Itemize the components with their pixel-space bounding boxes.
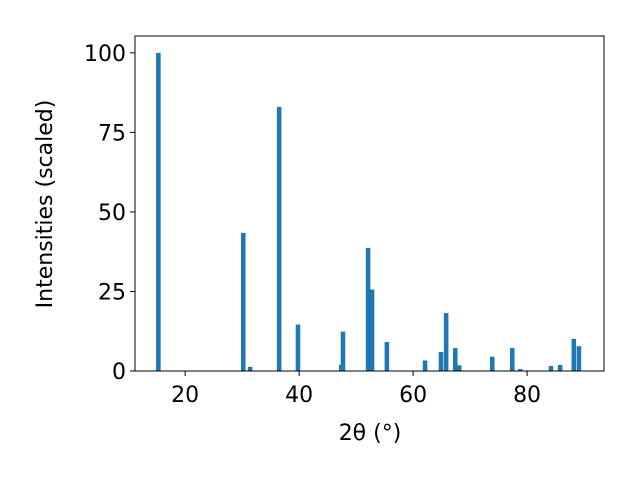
bar (369, 289, 375, 371)
bar (490, 356, 495, 371)
bar (517, 369, 523, 371)
x-tick-label: 20 (171, 383, 199, 408)
bar (509, 348, 515, 371)
bar (571, 338, 577, 371)
bar (557, 364, 563, 371)
bar (452, 348, 458, 371)
bar (247, 366, 253, 371)
y-tick-label: 100 (84, 42, 126, 67)
bar (438, 351, 444, 371)
bar (240, 232, 246, 371)
bar (456, 365, 462, 371)
x-axis-label: 2θ (°) (339, 421, 402, 446)
x-tick-label: 60 (399, 383, 427, 408)
bar (576, 346, 582, 371)
bar (365, 247, 371, 371)
bar (548, 365, 554, 371)
y-axis-label: Intensities (scaled) (33, 100, 58, 309)
bar (422, 360, 428, 371)
bar (443, 313, 449, 371)
x-tick-label: 80 (513, 383, 541, 408)
bar (276, 106, 282, 371)
x-tick-label: 40 (285, 383, 313, 408)
plot-frame (134, 35, 605, 372)
bar (384, 342, 390, 371)
bar (295, 324, 301, 371)
y-tick-label: 75 (98, 121, 126, 146)
bar (340, 331, 346, 371)
bar (156, 52, 161, 371)
y-tick-label: 25 (98, 280, 126, 305)
y-tick-label: 50 (98, 201, 126, 226)
y-tick-label: 0 (112, 360, 126, 385)
